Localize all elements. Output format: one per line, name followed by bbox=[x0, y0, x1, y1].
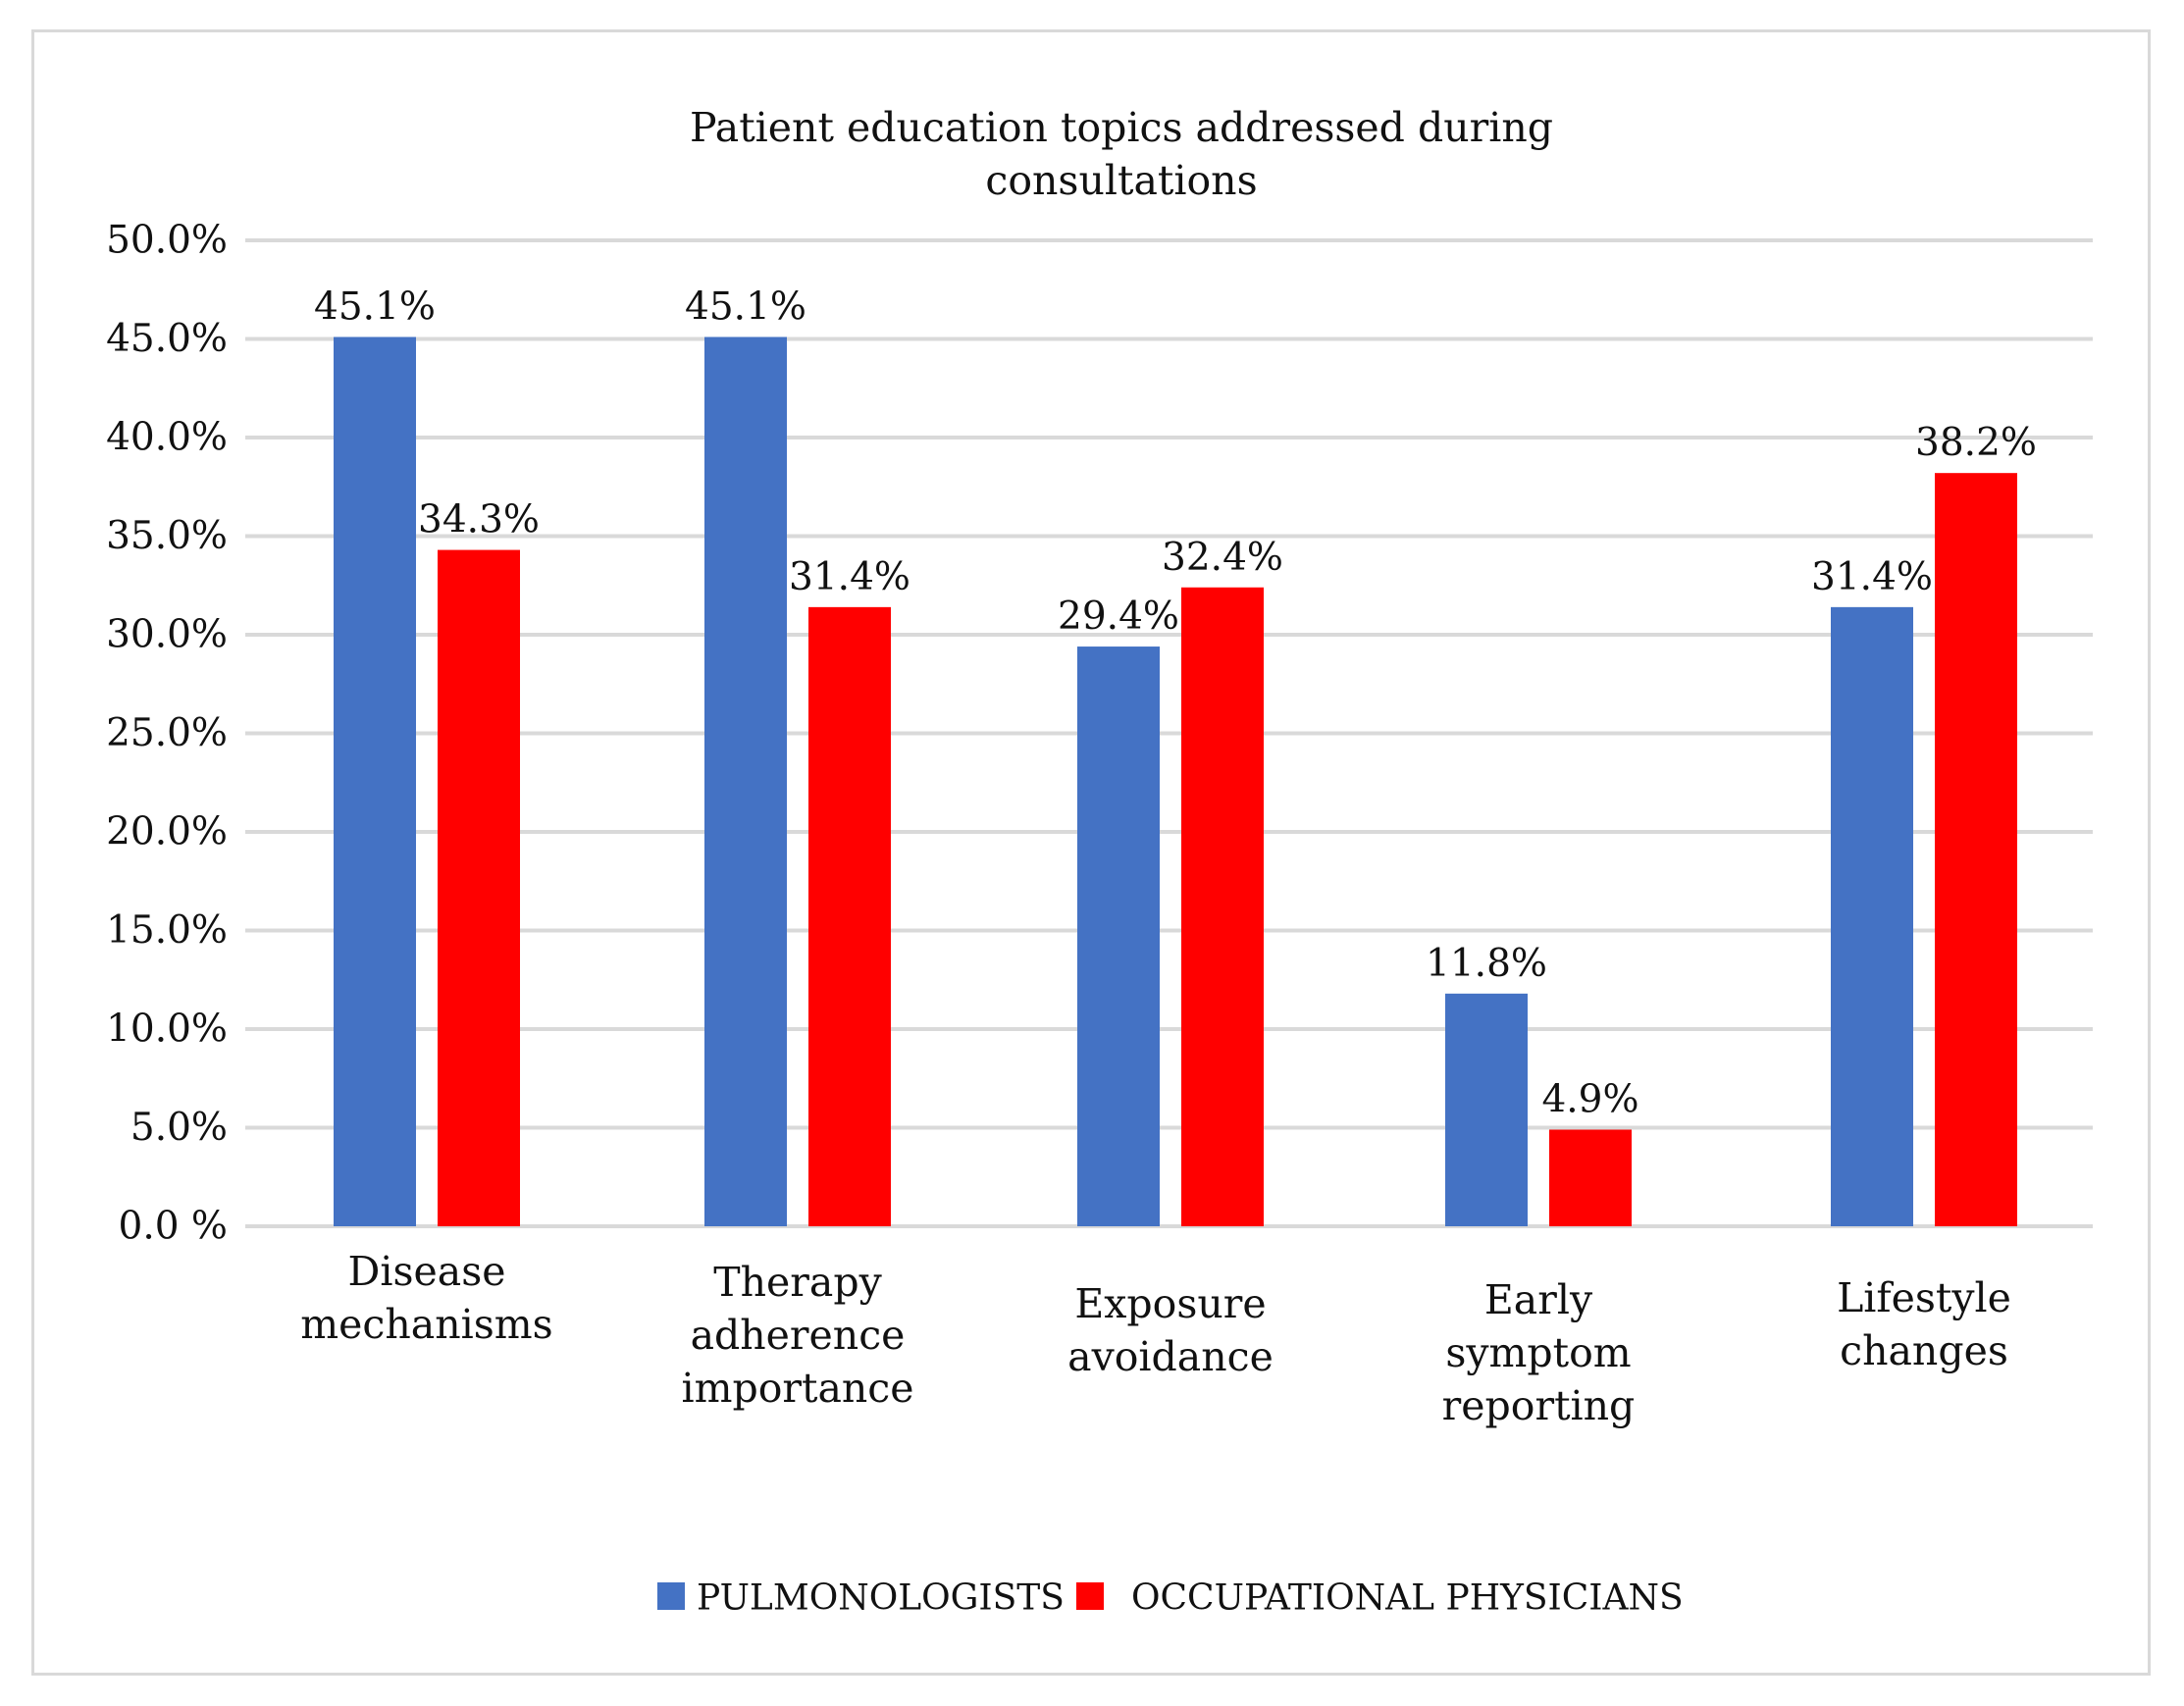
occupational-physicians-value-label: 31.4% bbox=[789, 555, 910, 599]
y-tick-label: 15.0% bbox=[106, 908, 228, 953]
x-category-label: Exposure bbox=[1074, 1280, 1266, 1327]
x-category-label: mechanisms bbox=[300, 1301, 552, 1348]
pulmonologists-bar bbox=[334, 336, 416, 1226]
pulmonologists-value-label: 31.4% bbox=[1811, 555, 1933, 599]
y-axis-ticks: 0.0 % 5.0% 10.0% 15.0% 20.0% 25.0% 30.0% 35.0% 4… bbox=[106, 219, 228, 1249]
occupational-physicians-value-label: 38.2% bbox=[1915, 421, 2037, 465]
occupational-physicians-bar bbox=[1181, 587, 1264, 1226]
y-tick-label: 50.0% bbox=[106, 219, 228, 263]
chart-title-line: consultations bbox=[985, 157, 1257, 204]
x-category-label: Early bbox=[1484, 1276, 1593, 1323]
pulmonologists-value-label: 45.1% bbox=[314, 284, 436, 329]
pulmonologists-bar bbox=[1445, 993, 1528, 1226]
occupational-physicians-value-label: 4.9% bbox=[1541, 1078, 1638, 1122]
pulmonologists-value-label: 29.4% bbox=[1058, 595, 1179, 639]
legend: PULMONOLOGISTS OCCUPATIONAL PHYSICIANS bbox=[657, 1578, 1684, 1619]
x-category-label: avoidance bbox=[1067, 1333, 1274, 1380]
x-category-label: changes bbox=[1840, 1327, 2008, 1374]
legend-swatch-occupational-physicians bbox=[1076, 1582, 1104, 1610]
y-tick-label: 10.0% bbox=[106, 1008, 228, 1052]
data-labels: 45.1% 45.1% 29.4% 11.8% 31.4% 34.3% 31.4% 32.4%… bbox=[314, 284, 2037, 1121]
pulmonologists-bar bbox=[1831, 606, 1913, 1226]
y-tick-label: 40.0% bbox=[106, 416, 228, 460]
chart-title-line: Patient education topics addressed durin… bbox=[690, 104, 1553, 151]
gridlines bbox=[245, 238, 2093, 1228]
y-tick-label: 20.0% bbox=[106, 810, 228, 854]
chart-title: Patient education topics addressed durin… bbox=[690, 104, 1553, 204]
pulmonologists-bar bbox=[704, 336, 787, 1226]
x-category-label: adherence bbox=[691, 1312, 906, 1359]
occupational-physicians-bar bbox=[438, 549, 520, 1226]
pulmonologists-value-label: 45.1% bbox=[685, 284, 806, 329]
occupational-physicians-value-label: 34.3% bbox=[418, 498, 540, 543]
y-tick-label: 35.0% bbox=[106, 514, 228, 558]
y-tick-label: 30.0% bbox=[106, 613, 228, 657]
y-tick-label: 0.0 % bbox=[119, 1205, 228, 1249]
x-category-label: importance bbox=[681, 1365, 913, 1412]
x-category-label: Lifestyle bbox=[1837, 1274, 2011, 1321]
y-tick-label: 45.0% bbox=[106, 317, 228, 361]
legend-swatch-pulmonologists bbox=[657, 1582, 685, 1610]
legend-label-occupational-physicians: OCCUPATIONAL PHYSICIANS bbox=[1131, 1578, 1684, 1619]
y-tick-label: 25.0% bbox=[106, 711, 228, 755]
occupational-physicians-bar bbox=[1935, 473, 2017, 1226]
x-axis-categories: Disease mechanisms Therapy adherence importa… bbox=[300, 1248, 2011, 1429]
occupational-physicians-bar bbox=[1549, 1129, 1632, 1226]
legend-label-pulmonologists: PULMONOLOGISTS bbox=[697, 1578, 1065, 1619]
occupational-physicians-bar bbox=[808, 606, 891, 1226]
x-category-label: reporting bbox=[1442, 1382, 1636, 1429]
y-tick-label: 5.0% bbox=[130, 1106, 228, 1150]
bars bbox=[334, 336, 2017, 1226]
x-category-label: Disease bbox=[347, 1248, 505, 1295]
occupational-physicians-value-label: 32.4% bbox=[1162, 536, 1283, 580]
x-category-label: Therapy bbox=[713, 1259, 882, 1306]
pulmonologists-value-label: 11.8% bbox=[1426, 942, 1547, 986]
pulmonologists-bar bbox=[1077, 646, 1160, 1226]
x-category-label: symptom bbox=[1445, 1329, 1631, 1376]
